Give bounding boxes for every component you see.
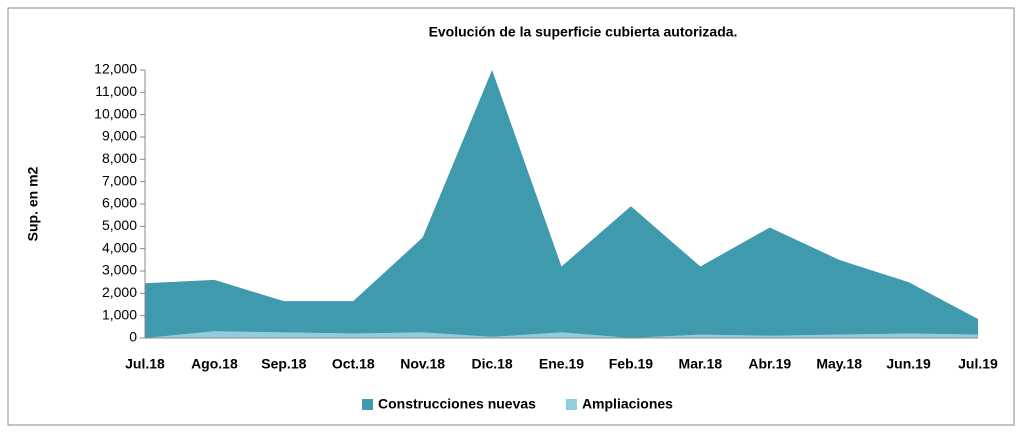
- legend-label: Construcciones nuevas: [378, 396, 536, 412]
- y-tick-label: 11,000: [95, 83, 137, 99]
- area: [145, 331, 978, 338]
- x-tick-label: Oct.18: [332, 356, 375, 372]
- y-tick-label: 9,000: [102, 128, 137, 144]
- y-tick-label: 4,000: [102, 239, 137, 255]
- legend-swatch: [362, 399, 373, 410]
- x-tick-label: Mar.18: [679, 356, 723, 372]
- x-tick-label: Dic.18: [471, 356, 512, 372]
- area: [145, 70, 978, 338]
- x-tick-label: Jun.19: [886, 356, 931, 372]
- y-tick-label: 5,000: [102, 217, 137, 233]
- legend-label: Ampliaciones: [582, 396, 673, 412]
- y-tick-label: 2,000: [102, 284, 137, 300]
- x-tick-label: Ago.18: [191, 356, 238, 372]
- x-tick-label: Ene.19: [539, 356, 584, 372]
- x-tick-label: May.18: [816, 356, 862, 372]
- y-tick-label: 3,000: [102, 262, 137, 278]
- y-tick-label: 12,000: [94, 61, 137, 77]
- y-tick-label: 1,000: [102, 306, 137, 322]
- x-tick-label: Jul.18: [125, 356, 165, 372]
- x-tick-label: Sep.18: [261, 356, 306, 372]
- y-tick-label: 0: [129, 329, 137, 345]
- y-tick-label: 6,000: [102, 195, 137, 211]
- x-tick-label: Jul.19: [958, 356, 998, 372]
- x-tick-label: Feb.19: [609, 356, 654, 372]
- y-tick-label: 10,000: [94, 105, 137, 121]
- y-axis-label: Sup. en m2: [25, 166, 41, 241]
- y-tick-label: 8,000: [102, 150, 137, 166]
- x-tick-label: Nov.18: [400, 356, 445, 372]
- legend-swatch: [565, 399, 577, 410]
- y-tick-label: 7,000: [102, 172, 137, 188]
- x-tick-label: Abr.19: [748, 356, 791, 372]
- chart-title: Evolución de la superficie cubierta auto…: [429, 24, 738, 40]
